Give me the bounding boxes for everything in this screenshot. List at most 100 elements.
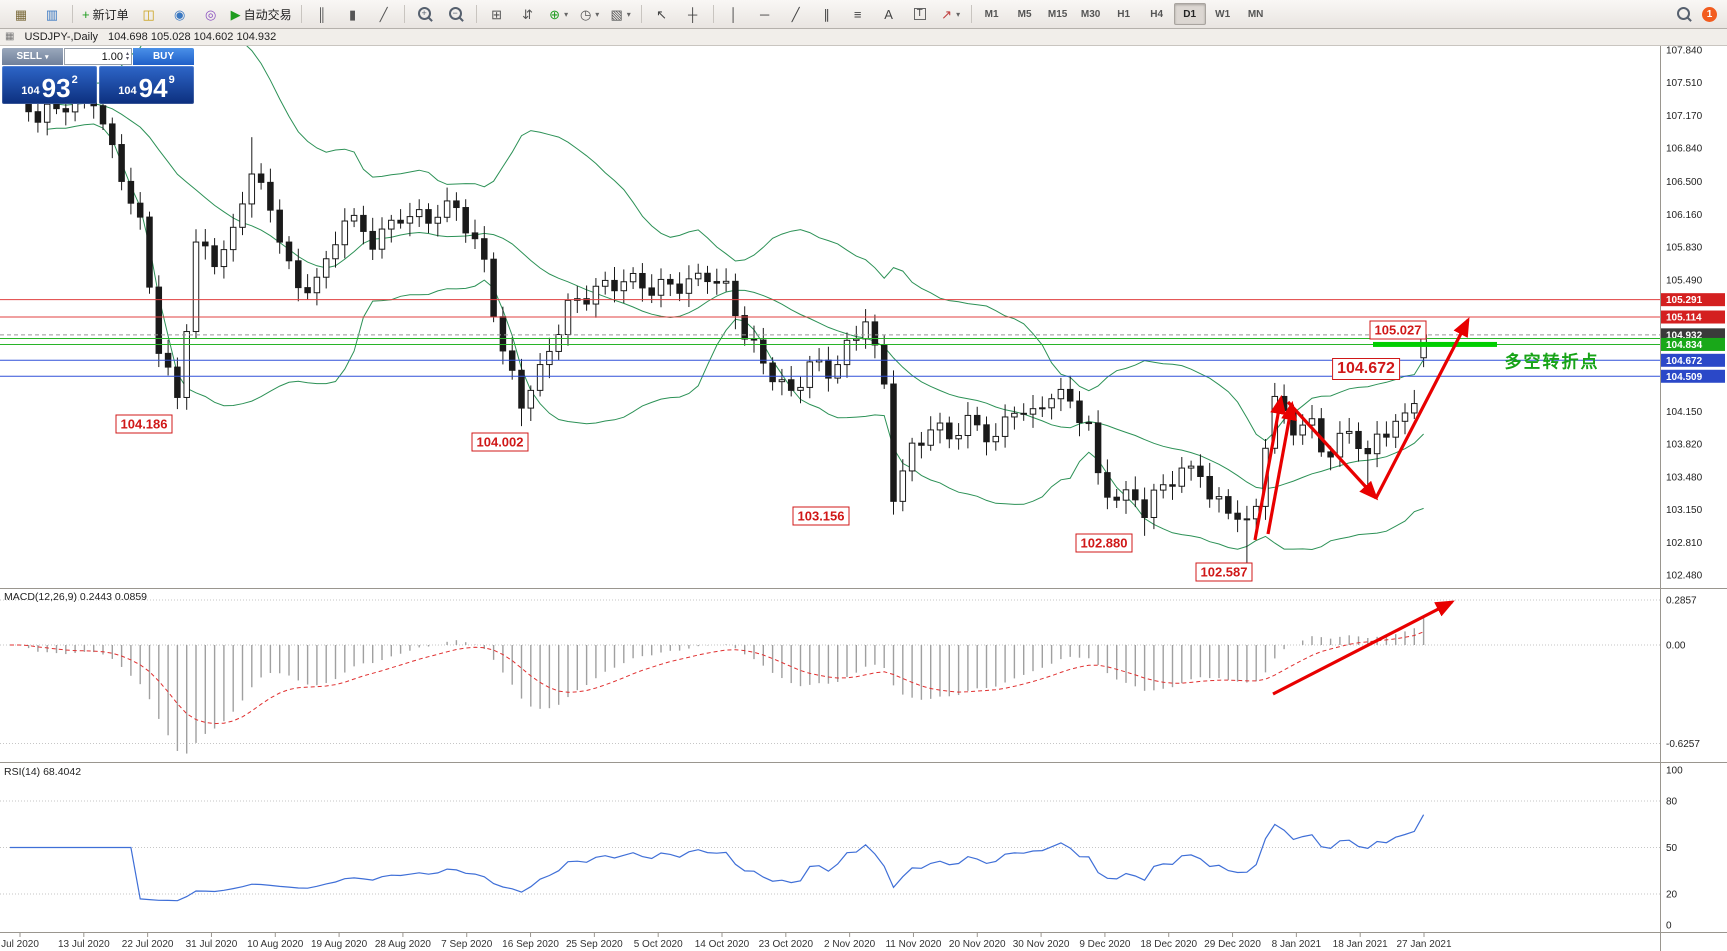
bar-chart-icon[interactable]: ║ — [317, 6, 327, 22]
bid-prefix: 104 — [21, 85, 40, 97]
tile-windows-icon[interactable]: ⊞ — [491, 6, 503, 22]
volume-spinner-icon[interactable]: ▴ ▾ — [125, 50, 129, 62]
crosshair-icon[interactable]: ┼ — [688, 6, 698, 22]
svg-text:27 Jan 2021: 27 Jan 2021 — [1396, 939, 1451, 950]
price-annotation[interactable]: 102.880 — [1075, 533, 1133, 553]
svg-text:-0.6257: -0.6257 — [1666, 739, 1700, 750]
toolbar-separator — [72, 5, 73, 23]
toolbar: ▦ ▥ + 新订单 ◫ ◉ ◎ ▶ 自动交易 ║ ▮ ╱ + − ⊞ ⇵ ⊕ ▾ ◷ ▾ ▧ ▾ ↖ ┼ │ ─ ╱ ∥ ≡ A T ↗ ▾ M… — [0, 0, 1727, 29]
svg-text:107.170: 107.170 — [1666, 111, 1703, 122]
svg-text:9 Dec 2020: 9 Dec 2020 — [1079, 939, 1131, 950]
notification-badge[interactable]: 1 — [1702, 6, 1717, 22]
horizontal-line-icon[interactable]: ─ — [760, 6, 770, 22]
candlestick-chart-icon[interactable]: ▮ — [349, 6, 357, 22]
price-annotation[interactable]: 103.156 — [792, 506, 850, 526]
arrows-tool-icon[interactable]: ↗ ▾ — [941, 6, 961, 22]
zoom-out-icon[interactable]: − — [441, 2, 471, 26]
timeframe-d1[interactable]: D1 — [1173, 3, 1206, 25]
svg-text:105.291: 105.291 — [1666, 295, 1703, 306]
thick-green-segment[interactable] — [1373, 341, 1497, 347]
sell-price-button[interactable]: 104 93 2 — [2, 66, 97, 104]
date-axis: Jul 2020 13 Jul 2020 22 Jul 2020 31 Jul 202… — [1, 933, 1452, 950]
mailbox-icon[interactable]: ◎ — [204, 6, 217, 22]
svg-text:7 Sep 2020: 7 Sep 2020 — [441, 939, 493, 950]
cursor-icon[interactable]: ↖ — [656, 6, 668, 22]
autotrading-button[interactable]: ▶ 自动交易 — [230, 6, 292, 22]
svg-text:107.510: 107.510 — [1666, 78, 1703, 89]
macd-label: MACD(12,26,9) 0.2443 0.0859 — [4, 591, 147, 603]
trendline-icon[interactable]: ╱ — [791, 6, 800, 22]
svg-text:102.480: 102.480 — [1666, 571, 1703, 582]
price-annotation[interactable]: 104.186 — [115, 414, 173, 434]
svg-text:0: 0 — [1666, 921, 1672, 932]
new-order-button[interactable]: + 新订单 — [82, 6, 129, 22]
price-marker-104.834[interactable] — [1661, 337, 1725, 351]
volume-input[interactable]: 1.00 ▴ ▾ — [64, 48, 132, 65]
timeframe-m1[interactable]: M1 — [984, 8, 999, 20]
timeframe-m5[interactable]: M5 — [1017, 8, 1032, 20]
svg-text:14 Oct 2020: 14 Oct 2020 — [695, 939, 750, 950]
rsi-panel — [0, 800, 1660, 902]
svg-text:19 Aug 2020: 19 Aug 2020 — [311, 939, 368, 950]
svg-text:22 Jul 2020: 22 Jul 2020 — [122, 939, 174, 950]
price-annotation[interactable]: 105.027 — [1369, 320, 1427, 340]
arrange-windows-icon[interactable]: ⇵ — [522, 6, 534, 22]
svg-text:31 Jul 2020: 31 Jul 2020 — [186, 939, 238, 950]
buy-price-button[interactable]: 104 94 9 — [99, 66, 194, 104]
svg-text:16 Sep 2020: 16 Sep 2020 — [502, 939, 559, 950]
timeframe-m15[interactable]: M15 — [1047, 8, 1068, 20]
new-chart-icon[interactable]: ▦ — [14, 6, 28, 22]
svg-text:102.810: 102.810 — [1666, 538, 1703, 549]
svg-text:28 Aug 2020: 28 Aug 2020 — [375, 939, 432, 950]
svg-text:25 Sep 2020: 25 Sep 2020 — [566, 939, 623, 950]
zoom-in-icon[interactable]: + — [410, 2, 440, 26]
timeframe-m30[interactable]: M30 — [1080, 8, 1101, 20]
svg-text:5 Oct 2020: 5 Oct 2020 — [634, 939, 683, 950]
panel-frame — [0, 28, 1727, 951]
svg-text:50: 50 — [1666, 843, 1678, 854]
timeframe-h4[interactable]: H4 — [1150, 8, 1164, 20]
text-icon[interactable]: A — [884, 6, 893, 22]
toolbar-separator — [970, 5, 972, 23]
fibonacci-icon[interactable]: ≡ — [853, 6, 862, 22]
bid-big-digits: 93 — [41, 73, 71, 103]
timeframe-h1[interactable]: H1 — [1117, 8, 1131, 20]
timeframe-w1[interactable]: W1 — [1215, 8, 1231, 20]
alerts-icon[interactable]: ◉ — [173, 6, 186, 22]
history-center-icon[interactable]: ◫ — [142, 6, 155, 22]
timeframe-mn[interactable]: MN — [1247, 8, 1264, 20]
price-marker-104.509[interactable] — [1661, 369, 1725, 383]
periods-icon[interactable]: ◷ ▾ — [579, 6, 600, 22]
price-annotation[interactable]: 104.672 — [1332, 358, 1400, 380]
profiles-icon[interactable]: ▥ — [45, 6, 59, 22]
price-marker-104.672[interactable] — [1661, 353, 1725, 367]
ask-big-digits: 94 — [138, 73, 168, 103]
turning-point-label[interactable]: 多空转折点 — [1504, 352, 1600, 372]
timeframe-group: M1 M5 M15 M30 H1 H4 D1 W1 MN — [976, 3, 1272, 25]
buy-button[interactable]: BUY — [133, 48, 194, 65]
svg-text:23 Oct 2020: 23 Oct 2020 — [759, 939, 814, 950]
line-chart-icon[interactable]: ╱ — [379, 6, 388, 22]
equidistant-channel-icon[interactable]: ∥ — [823, 6, 830, 22]
sell-button[interactable]: SELL — [2, 48, 63, 65]
trend-arrows[interactable] — [1253, 317, 1470, 696]
ask-prefix: 104 — [118, 85, 137, 97]
search-icon[interactable] — [1676, 6, 1692, 22]
svg-text:20 Nov 2020: 20 Nov 2020 — [949, 939, 1006, 950]
volume-value: 1.00 — [101, 50, 123, 63]
indicators-icon[interactable]: ⊕ ▾ — [549, 6, 569, 22]
chart-ohlc-values: 104.698 105.028 104.602 104.932 — [108, 30, 277, 43]
templates-icon[interactable]: ▧ ▾ — [610, 6, 631, 22]
price-marker-105.291[interactable] — [1661, 293, 1725, 307]
text-label-icon[interactable]: T — [905, 2, 935, 26]
price-marker-105.114[interactable] — [1661, 310, 1725, 324]
toolbar-right-group: 1 — [1676, 6, 1721, 22]
price-annotation[interactable]: 104.002 — [471, 432, 529, 452]
svg-text:18 Jan 2021: 18 Jan 2021 — [1333, 939, 1388, 950]
vertical-line-icon[interactable]: │ — [729, 6, 738, 22]
svg-text:105.830: 105.830 — [1666, 242, 1703, 253]
price-annotation[interactable]: 102.587 — [1195, 562, 1253, 582]
toolbar-separator — [403, 5, 405, 23]
svg-text:80: 80 — [1666, 797, 1678, 808]
macd-panel — [0, 599, 1660, 754]
